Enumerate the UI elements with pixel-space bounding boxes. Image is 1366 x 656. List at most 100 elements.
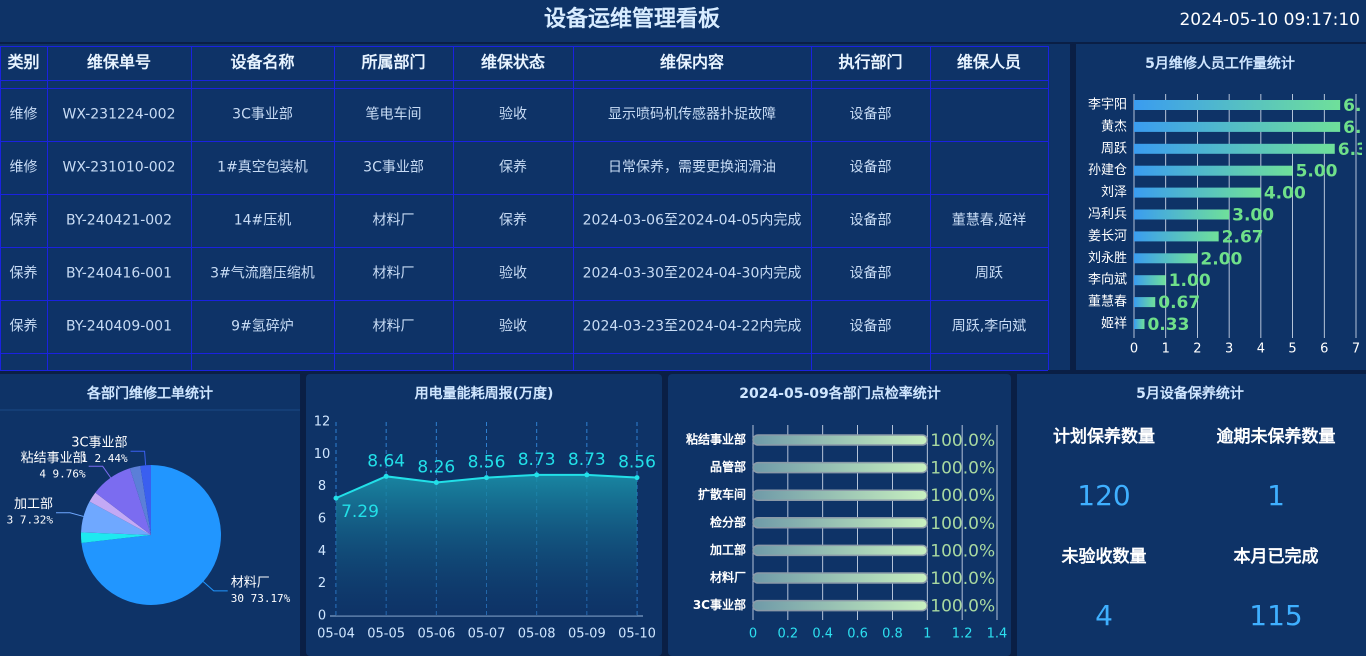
table-cell: 14#压机: [234, 213, 292, 229]
x-tick-label: 0.2: [778, 627, 799, 642]
x-tick-label: 05-05: [367, 627, 405, 642]
value-label: 8.73: [568, 450, 606, 470]
x-tick-label: 6: [1320, 342, 1328, 357]
value-label: 7.29: [341, 502, 379, 522]
bar: [752, 599, 929, 612]
chart-title: 用电量能耗周报(万度): [415, 385, 554, 402]
stat-label: 逾期未保养数量: [1217, 426, 1336, 447]
value-label: 2.67: [1222, 227, 1264, 247]
y-tick-label: 董慧春: [1088, 294, 1127, 310]
value-label: 0.33: [1147, 315, 1189, 335]
x-tick-label: 05-07: [468, 627, 506, 642]
point: [433, 479, 439, 485]
value-label: 100.0%: [930, 569, 995, 589]
y-tick-label: 李宇阳: [1088, 98, 1127, 113]
slice-label: 材料厂: [231, 575, 270, 590]
pie-slice: [81, 465, 222, 605]
point: [534, 472, 540, 478]
pie-slice: [81, 501, 151, 535]
slice-label: 加工部: [14, 497, 53, 512]
value-label: 100.0%: [930, 597, 995, 617]
table-cell: 日常保养，需要更换润滑油: [608, 159, 776, 176]
y-tick-label: 8: [318, 479, 326, 494]
slice-value: 3 7.32%: [7, 514, 54, 527]
y-tick-label: 周跃: [1101, 141, 1127, 156]
y-tick-label: 刘永胜: [1088, 251, 1127, 266]
table-cell: 周跃: [975, 266, 1003, 282]
column-header: 维保人员: [957, 53, 1021, 72]
bar: [1134, 209, 1230, 220]
table-cell: BY-240409-001: [66, 319, 172, 335]
bar: [1134, 100, 1341, 110]
table-cell: 笔电车间: [366, 106, 422, 123]
slice-value: 4 9.76%: [39, 467, 86, 480]
table-cell: WX-231224-002: [62, 107, 175, 123]
table-cell: 设备部: [850, 106, 892, 123]
table-cell: 9#氢碎炉: [231, 319, 294, 335]
point: [333, 495, 339, 501]
stats-title: 5月设备保养统计: [1136, 385, 1244, 402]
x-tick-label: 05-08: [518, 627, 556, 642]
value-label: 100.0%: [930, 459, 995, 479]
slice-label: 3C事业部: [71, 436, 127, 451]
x-tick-label: 3: [1225, 342, 1233, 357]
table-cell: 保养: [499, 160, 527, 176]
slice-label: 粘结事业部: [21, 451, 86, 466]
table-cell: 保养: [10, 213, 38, 229]
table-cell: 保养: [10, 266, 38, 282]
chart-title: 各部门维修工单统计: [86, 385, 213, 402]
stat-value: 120: [1077, 479, 1130, 512]
bar: [1134, 275, 1166, 286]
y-tick-label: 检分部: [710, 514, 746, 529]
header-bar: [0, 0, 1366, 42]
table-cell: 3C事业部: [363, 160, 424, 176]
y-tick-label: 李向斌: [1088, 272, 1127, 288]
bar: [1134, 319, 1145, 329]
table-cell: 2024-03-06至2024-04-05内完成: [583, 213, 802, 229]
bar: [752, 544, 929, 557]
bar: [1134, 231, 1219, 242]
y-tick-label: 刘泽: [1101, 185, 1127, 200]
table-cell: 2024-03-30至2024-04-30内完成: [583, 266, 802, 282]
bar: [1134, 165, 1293, 176]
value-label: 6.50: [1343, 96, 1366, 116]
y-tick-label: 黄杰: [1101, 119, 1127, 134]
pie-slice: [129, 465, 151, 535]
value-label: 3.00: [1232, 206, 1274, 226]
y-tick-label: 4: [318, 544, 326, 559]
y-tick-label: 粘结事业部: [686, 432, 746, 447]
value-label: 100.0%: [930, 486, 995, 506]
value-label: 8.56: [618, 453, 656, 473]
x-tick-label: 05-06: [417, 627, 455, 642]
y-tick-label: 2: [318, 576, 326, 591]
bar: [752, 434, 929, 446]
bar: [1134, 297, 1156, 308]
y-tick-label: 品管部: [710, 459, 746, 474]
slice-value: 30 73.17%: [231, 592, 291, 605]
value-label: 1.00: [1169, 271, 1211, 291]
value-label: 6.33: [1338, 140, 1366, 160]
datetime: 2024-05-10 09:17:10: [1179, 10, 1360, 30]
x-tick-label: 0: [749, 627, 757, 642]
value-label: 100.0%: [930, 541, 995, 561]
column-header: 维保单号: [87, 53, 151, 72]
leader-line: [130, 450, 147, 466]
table-cell: 3C事业部: [232, 107, 293, 123]
value-label: 0.67: [1158, 293, 1200, 313]
x-tick-label: 0.6: [847, 627, 868, 642]
y-tick-label: 孙建仓: [1088, 163, 1127, 178]
bar: [752, 489, 929, 501]
table-cell: 设备部: [850, 212, 892, 229]
value-label: 2.00: [1200, 249, 1242, 269]
table-cell: 材料厂: [373, 319, 415, 335]
table-cell: 维修: [10, 160, 38, 176]
table-panel: [0, 44, 1070, 370]
column-header: 所属部门: [361, 53, 425, 72]
point: [584, 472, 590, 478]
x-tick-label: 4: [1257, 342, 1265, 357]
column-header: 维保内容: [660, 53, 724, 72]
y-tick-label: 材料厂: [709, 570, 746, 585]
table-cell: 维修: [10, 107, 38, 123]
y-tick-label: 扩散车间: [698, 487, 746, 502]
